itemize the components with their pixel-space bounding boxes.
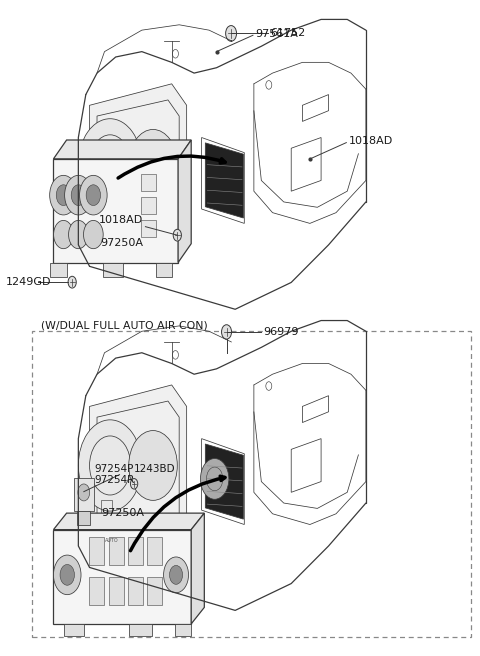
Polygon shape <box>205 143 243 218</box>
Bar <box>101 522 112 535</box>
Bar <box>175 624 191 636</box>
Circle shape <box>169 565 182 584</box>
Bar <box>108 537 124 565</box>
Text: 97254R: 97254R <box>95 475 135 485</box>
Circle shape <box>56 185 71 205</box>
Bar <box>147 537 162 565</box>
Circle shape <box>60 565 74 585</box>
Bar <box>156 262 172 277</box>
Bar <box>141 197 156 214</box>
Circle shape <box>226 26 237 41</box>
Bar <box>77 511 90 525</box>
Bar <box>128 537 143 565</box>
Polygon shape <box>53 140 191 159</box>
Bar <box>128 577 143 605</box>
Circle shape <box>68 276 76 288</box>
Circle shape <box>201 459 229 499</box>
Circle shape <box>78 420 142 511</box>
Circle shape <box>129 430 177 501</box>
Bar <box>74 478 94 511</box>
Text: 1018AD: 1018AD <box>348 136 393 146</box>
Circle shape <box>129 129 177 199</box>
Circle shape <box>222 325 231 339</box>
Text: 1249GD: 1249GD <box>6 277 51 287</box>
Polygon shape <box>53 513 204 529</box>
Bar <box>129 624 152 636</box>
Text: 1243BD: 1243BD <box>134 464 176 474</box>
Polygon shape <box>90 84 187 256</box>
Circle shape <box>266 81 272 89</box>
Text: AUTO: AUTO <box>105 539 118 543</box>
Bar <box>101 220 112 234</box>
Text: 97250A: 97250A <box>102 508 144 518</box>
Circle shape <box>69 220 88 249</box>
Polygon shape <box>178 140 191 262</box>
Text: 1018AD: 1018AD <box>99 215 143 226</box>
Circle shape <box>78 119 142 210</box>
Circle shape <box>131 479 138 489</box>
Bar <box>108 577 124 605</box>
Circle shape <box>80 175 107 215</box>
Circle shape <box>54 220 73 249</box>
Circle shape <box>173 230 181 241</box>
Bar <box>89 537 105 565</box>
Bar <box>103 262 123 277</box>
Circle shape <box>78 484 90 501</box>
Text: 61752: 61752 <box>270 28 305 39</box>
Circle shape <box>172 49 179 58</box>
Bar <box>50 262 67 277</box>
Polygon shape <box>90 385 187 557</box>
Circle shape <box>164 557 189 593</box>
Circle shape <box>84 220 103 249</box>
Circle shape <box>65 175 92 215</box>
Circle shape <box>71 185 85 205</box>
Polygon shape <box>53 159 178 262</box>
Circle shape <box>86 185 101 205</box>
Text: 97254P: 97254P <box>95 464 134 474</box>
Polygon shape <box>191 513 204 624</box>
Bar <box>64 624 84 636</box>
Bar <box>101 199 112 213</box>
Bar <box>147 577 162 605</box>
Bar <box>101 501 112 514</box>
Polygon shape <box>53 529 191 624</box>
Text: 96979: 96979 <box>263 327 299 337</box>
Text: 97250A: 97250A <box>100 237 143 248</box>
Text: 97561A: 97561A <box>255 29 298 39</box>
Circle shape <box>266 382 272 390</box>
Bar <box>141 220 156 237</box>
Bar <box>32 331 471 637</box>
Circle shape <box>53 555 81 594</box>
Bar <box>141 174 156 191</box>
Circle shape <box>49 175 77 215</box>
Circle shape <box>172 350 179 359</box>
Bar <box>89 577 105 605</box>
Polygon shape <box>205 444 243 519</box>
Text: (W/DUAL FULL AUTO AIR CON): (W/DUAL FULL AUTO AIR CON) <box>41 321 208 331</box>
